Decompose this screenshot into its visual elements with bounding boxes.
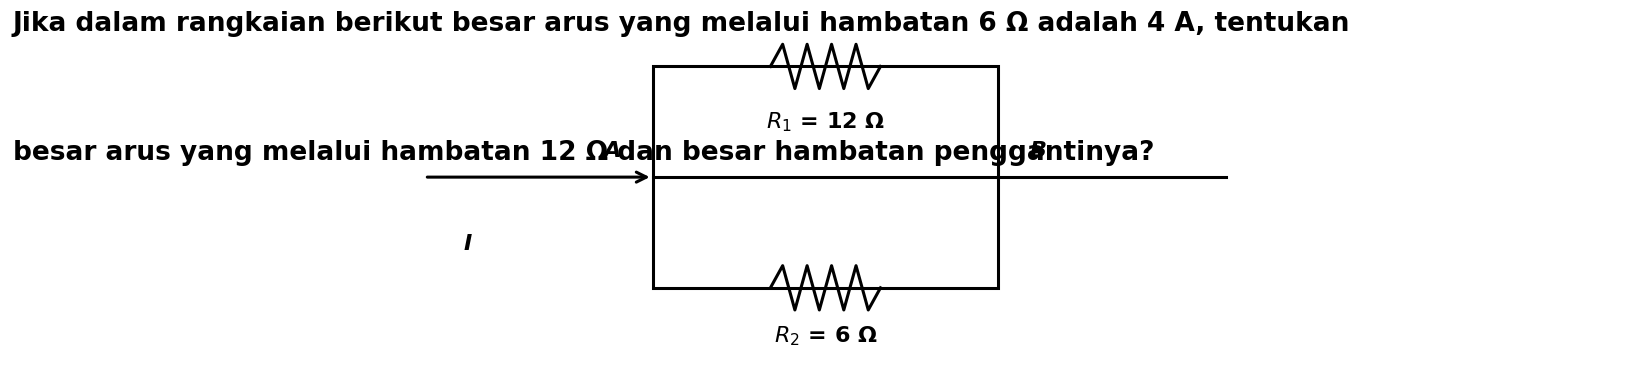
Text: $R_2$ = 6 Ω: $R_2$ = 6 Ω [773,324,877,348]
Text: besar arus yang melalui hambatan 12 Ω dan besar hambatan penggantinya?: besar arus yang melalui hambatan 12 Ω da… [13,140,1155,166]
Text: A: A [604,141,622,161]
Bar [653,66,999,288]
Text: B: B [1030,141,1046,161]
Text: Jika dalam rangkaian berikut besar arus yang melalui hambatan 6 Ω adalah 4 A, te: Jika dalam rangkaian berikut besar arus … [13,11,1351,37]
Text: I: I [464,234,472,254]
Text: $R_1$ = 12 Ω: $R_1$ = 12 Ω [767,110,885,134]
